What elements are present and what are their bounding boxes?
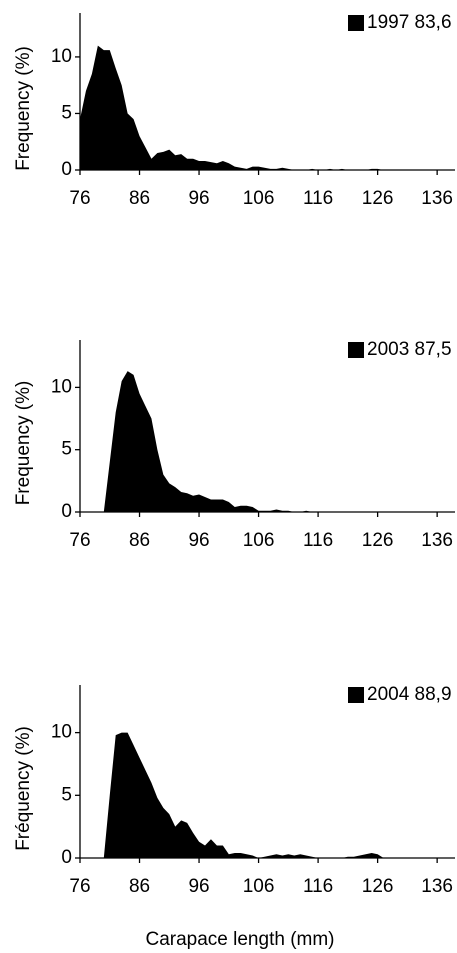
x-tick-label: 136: [421, 876, 453, 897]
x-tick-label: 76: [69, 188, 90, 209]
legend-label: 2004 88,9 mm: [367, 684, 457, 705]
x-tick-label: 106: [243, 876, 275, 897]
y-tick-label: 0: [61, 501, 72, 522]
y-tick-label: 10: [51, 46, 72, 67]
legend-swatch: [348, 342, 364, 358]
x-tick-label: 116: [303, 530, 333, 551]
x-tick-label: 96: [188, 876, 209, 897]
x-tick-label: 116: [303, 876, 333, 897]
x-tick-label: 126: [362, 876, 394, 897]
x-tick-label: 106: [243, 188, 275, 209]
x-tick-label: 96: [188, 188, 209, 209]
x-tick-label: 86: [129, 876, 150, 897]
area: [103, 732, 384, 858]
y-tick-label: 5: [61, 439, 72, 460]
x-tick-label: 136: [421, 530, 453, 551]
y-tick-label: 0: [61, 159, 72, 180]
x-tick-label: 86: [129, 530, 150, 551]
x-tick-label: 116: [303, 188, 333, 209]
y-axis-label: Fréquency (%): [13, 726, 34, 851]
x-tick-label: 76: [69, 530, 90, 551]
y-tick-label: 0: [61, 847, 72, 868]
y-axis-label: Frequency (%): [13, 46, 34, 171]
x-tick-label: 106: [243, 530, 275, 551]
y-tick-label: 10: [51, 376, 72, 397]
y-tick-label: 5: [61, 102, 72, 123]
y-tick-label: 10: [51, 722, 72, 743]
x-axis-label: Carapace length (mm): [145, 929, 334, 950]
x-tick-label: 126: [362, 188, 394, 209]
x-tick-label: 136: [421, 188, 453, 209]
x-tick-label: 76: [69, 876, 90, 897]
x-tick-label: 86: [129, 188, 150, 209]
x-tick-label: 96: [188, 530, 209, 551]
x-tick-label: 126: [362, 530, 394, 551]
legend-label: 2003 87,5 mm: [367, 339, 457, 360]
area: [80, 45, 402, 170]
y-tick-label: 5: [61, 784, 72, 805]
legend-swatch: [348, 15, 364, 31]
area: [103, 371, 313, 512]
legend-swatch: [348, 687, 364, 703]
legend-label: 1997 83,6 mm: [367, 12, 457, 33]
y-axis-label: Frequency (%): [13, 381, 34, 506]
